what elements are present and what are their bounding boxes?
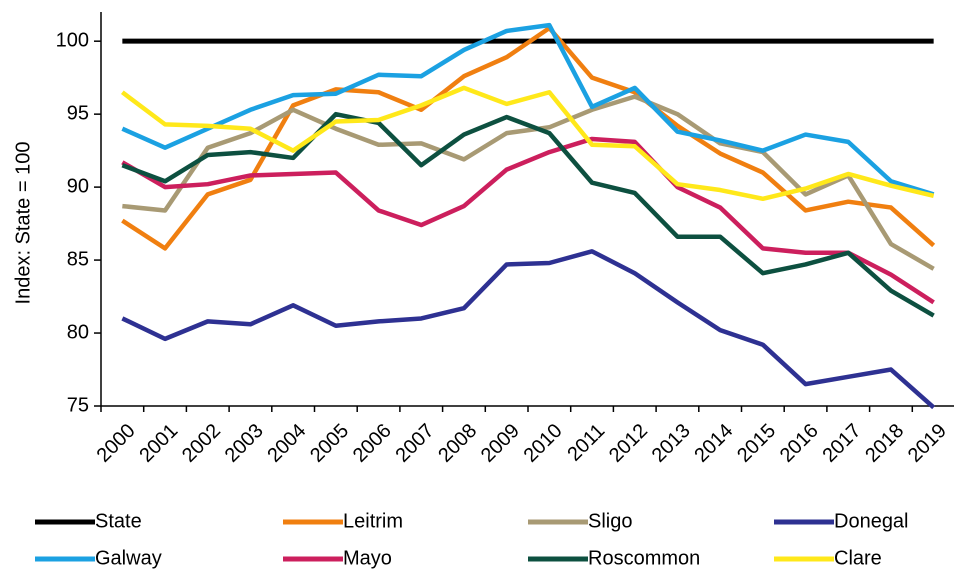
x-tick-label: 2003 <box>221 420 268 467</box>
x-tick-label: 2013 <box>648 420 695 467</box>
x-tick-label: 2011 <box>563 420 609 466</box>
y-tick-label: 85 <box>67 248 89 270</box>
x-tick-label: 2017 <box>818 420 865 467</box>
x-tick-label: 2004 <box>263 420 310 467</box>
legend-label: State <box>95 510 142 532</box>
line-series <box>121 111 935 318</box>
legend-label: Galway <box>95 547 162 569</box>
legend-label: Clare <box>834 547 882 569</box>
legend-label: Mayo <box>343 547 392 569</box>
x-tick-label: 2000 <box>93 420 140 467</box>
line-series <box>121 249 936 410</box>
x-tick-label: 2010 <box>520 420 567 467</box>
line-series <box>121 22 935 197</box>
x-tick-label: 2005 <box>306 420 353 467</box>
x-tick-label: 2019 <box>904 420 951 467</box>
legend-label: Leitrim <box>343 510 403 532</box>
line-series <box>122 94 935 271</box>
x-tick-label: 2016 <box>776 420 823 467</box>
x-tick-label: 2007 <box>391 420 438 467</box>
y-tick-label: 90 <box>67 175 89 197</box>
x-tick-label: 2018 <box>861 420 908 467</box>
line-series <box>121 136 935 305</box>
x-tick-label: 2015 <box>733 420 780 467</box>
x-tick-label: 2002 <box>178 420 225 467</box>
y-axis-label: Index: State = 100 <box>12 142 34 305</box>
x-tick-label: 2001 <box>135 420 182 467</box>
legend-label: Donegal <box>834 510 909 532</box>
y-tick-label: 100 <box>56 29 89 51</box>
x-tick-label: 2012 <box>605 420 652 467</box>
line-series <box>120 85 935 202</box>
x-tick-label: 2008 <box>434 420 481 467</box>
x-tick-label: 2014 <box>690 420 737 467</box>
x-tick-label: 2009 <box>477 420 524 467</box>
y-tick-label: 75 <box>67 394 89 416</box>
x-tick-label: 2006 <box>349 420 396 467</box>
legend-label: Sligo <box>588 510 632 532</box>
legend-label: Roscommon <box>588 547 700 569</box>
y-tick-label: 95 <box>67 102 89 124</box>
line-series <box>121 25 936 251</box>
y-tick-label: 80 <box>67 321 89 343</box>
